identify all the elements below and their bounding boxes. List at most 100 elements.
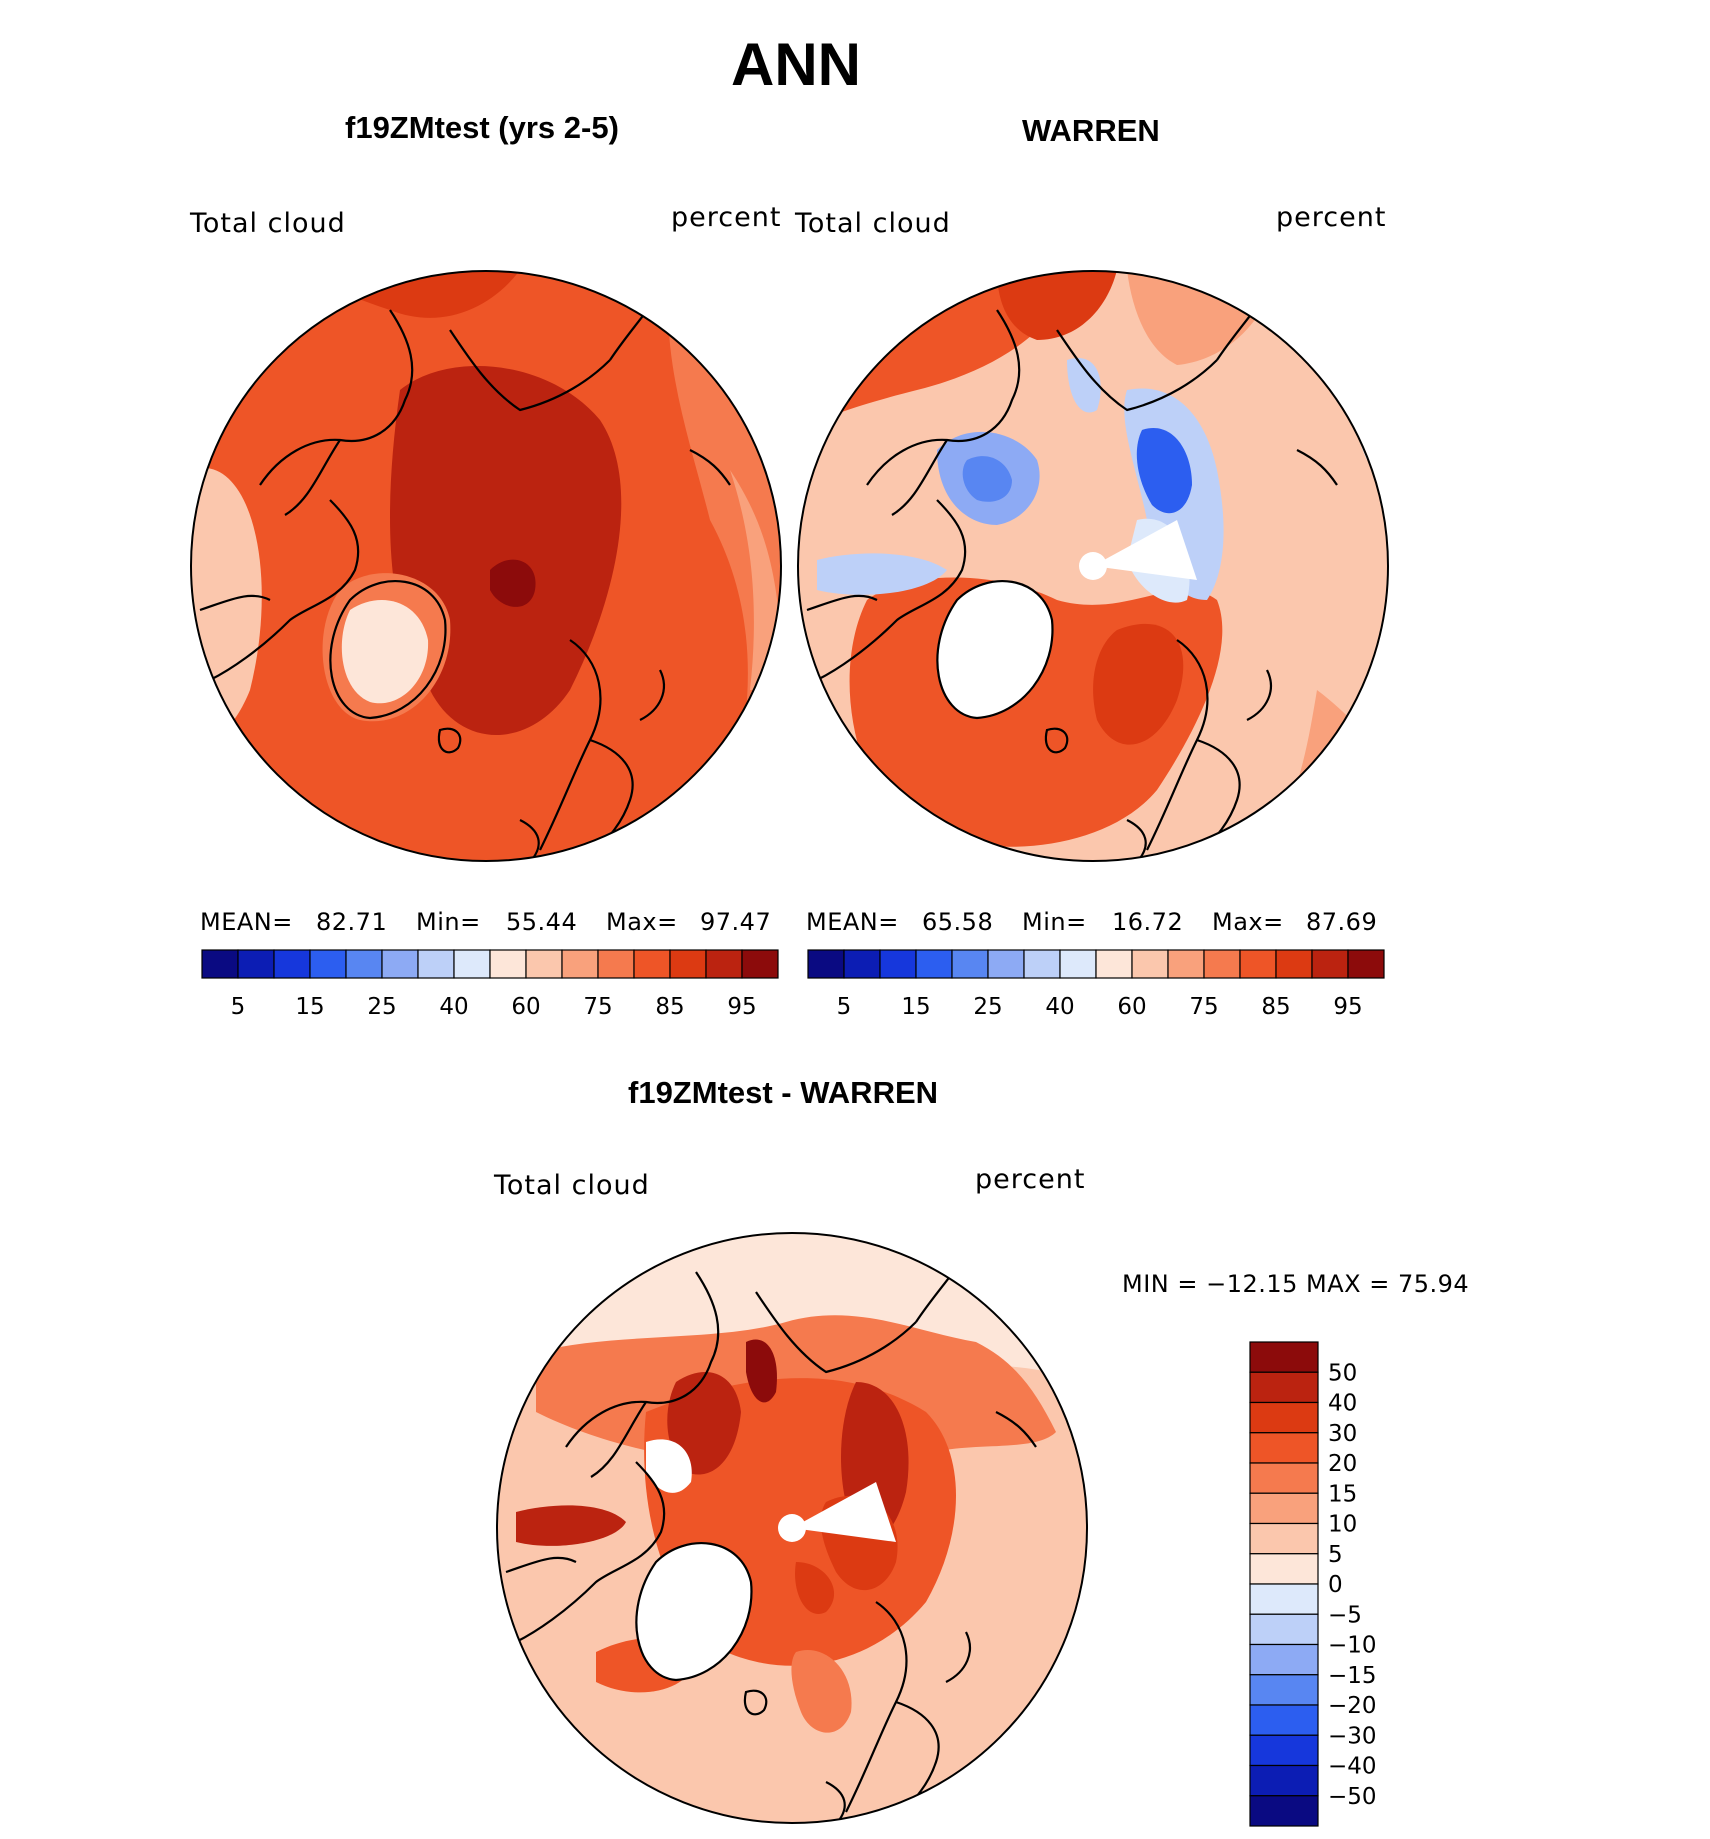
right-colorbar-swatch xyxy=(1095,949,1133,979)
difference-colorbar-tick-label: −30 xyxy=(1328,1723,1377,1749)
right-variable-label: Total cloud xyxy=(795,208,951,239)
right-colorbar: 5 15 25 40 60 75 85 95 xyxy=(807,949,1385,1020)
left-colorbar-tick-label: 60 xyxy=(511,994,540,1020)
right-colorbar-swatch xyxy=(987,949,1025,979)
right-colorbar-swatch xyxy=(1311,949,1349,979)
right-colorbar-tick-label: 5 xyxy=(837,994,852,1020)
right-colorbar-swatch xyxy=(1203,949,1241,979)
right-colorbar-swatch xyxy=(1059,949,1097,979)
left-colorbar-swatch xyxy=(237,949,275,979)
left-max-value: 97.47 xyxy=(700,908,772,936)
difference-colorbar-tick-label: −50 xyxy=(1328,1784,1377,1810)
left-colorbar-tick-label: 25 xyxy=(367,994,396,1020)
difference-colorbar-swatch xyxy=(1249,1643,1319,1676)
difference-colorbar-tick-label: −15 xyxy=(1328,1663,1377,1689)
right-colorbar-swatch xyxy=(951,949,989,979)
left-colorbar-swatch xyxy=(309,949,347,979)
difference-colorbar-swatch xyxy=(1249,1553,1319,1585)
difference-colorbar-tick-label: 10 xyxy=(1328,1512,1357,1538)
right-colorbar-tick-label: 85 xyxy=(1261,994,1290,1020)
left-colorbar-tick-label: 40 xyxy=(439,994,468,1020)
difference-colorbar-tick-label: 5 xyxy=(1328,1542,1343,1568)
left-colorbar-swatch xyxy=(453,949,491,979)
left-panel-title: f19ZMtest (yrs 2-5) xyxy=(345,110,619,145)
right-colorbar-swatch xyxy=(879,949,917,979)
difference-colorbar-tick-label: −20 xyxy=(1328,1693,1377,1719)
left-colorbar-tick-label: 5 xyxy=(231,994,246,1020)
diff-minmax-label: MIN = −12.15 MAX = 75.94 xyxy=(1122,1270,1470,1298)
right-colorbar-swatch xyxy=(1239,949,1277,979)
diff-variable-label: Total cloud xyxy=(494,1170,650,1201)
right-colorbar-swatch xyxy=(1275,949,1313,979)
left-colorbar-swatch xyxy=(597,949,635,979)
right-colorbar-tick-label: 40 xyxy=(1045,994,1074,1020)
right-colorbar-swatch xyxy=(1131,949,1169,979)
difference-colorbar-tick-label: 0 xyxy=(1328,1572,1343,1598)
left-colorbar-tick-label: 75 xyxy=(583,994,612,1020)
right-mean-label: MEAN= xyxy=(806,908,899,936)
diff-units-label: percent xyxy=(975,1164,1086,1195)
left-colorbar-swatch xyxy=(381,949,419,979)
left-colorbar-swatch xyxy=(273,949,311,979)
left-colorbar: 5 15 25 40 60 75 85 95 xyxy=(201,949,779,1020)
main-title: ANN xyxy=(731,31,861,98)
left-colorbar-swatch xyxy=(417,949,455,979)
left-colorbar-swatch xyxy=(741,949,779,979)
difference-colorbar-tick-label: 15 xyxy=(1328,1481,1357,1507)
right-mean-value: 65.58 xyxy=(922,908,994,936)
right-colorbar-tick-label: 25 xyxy=(973,994,1002,1020)
right-panel-title: WARREN xyxy=(1022,113,1160,148)
difference-colorbar-swatch xyxy=(1249,1492,1319,1525)
difference-colorbar-swatch xyxy=(1249,1764,1319,1797)
difference-colorbar-tick-label: −10 xyxy=(1328,1633,1377,1659)
difference-colorbar-swatch xyxy=(1249,1583,1319,1615)
difference-colorbar-swatch xyxy=(1249,1704,1319,1736)
difference-colorbar-tick-label: 40 xyxy=(1328,1391,1357,1417)
difference-colorbar-swatch xyxy=(1249,1734,1319,1767)
right-max-value: 87.69 xyxy=(1306,908,1378,936)
right-colorbar-swatch xyxy=(1023,949,1061,979)
difference-colorbar-tick-label: −40 xyxy=(1328,1754,1377,1780)
left-min-label: Min= xyxy=(416,908,481,936)
difference-colorbar-swatch xyxy=(1249,1522,1319,1555)
difference-colorbar-tick-label: 50 xyxy=(1328,1360,1357,1386)
right-colorbar-tick-label: 15 xyxy=(901,994,930,1020)
difference-colorbar-tick-label: 20 xyxy=(1328,1451,1357,1477)
left-polar-map xyxy=(190,270,782,862)
difference-colorbar-tick-label: −5 xyxy=(1328,1602,1362,1628)
left-colorbar-tick-label: 15 xyxy=(295,994,324,1020)
left-mean-value: 82.71 xyxy=(316,908,388,936)
left-colorbar-tick-label: 95 xyxy=(727,994,756,1020)
difference-colorbar-swatch xyxy=(1249,1371,1319,1404)
left-min-value: 55.44 xyxy=(506,908,578,936)
right-colorbar-tick-label: 75 xyxy=(1189,994,1218,1020)
left-colorbar-swatch xyxy=(489,949,527,979)
left-units-label: percent xyxy=(671,202,782,233)
right-colorbar-swatch xyxy=(915,949,953,979)
right-min-value: 16.72 xyxy=(1112,908,1184,936)
left-max-label: Max= xyxy=(606,908,678,936)
right-units-label: percent xyxy=(1276,202,1387,233)
left-colorbar-swatch xyxy=(705,949,743,979)
left-colorbar-swatch xyxy=(525,949,563,979)
right-max-label: Max= xyxy=(1212,908,1284,936)
left-colorbar-swatch xyxy=(633,949,671,979)
left-variable-label: Total cloud xyxy=(190,208,346,239)
right-polar-map xyxy=(797,270,1389,862)
right-min-label: Min= xyxy=(1022,908,1087,936)
right-colorbar-swatch xyxy=(1347,949,1385,979)
difference-colorbar-swatch xyxy=(1249,1613,1319,1646)
right-colorbar-swatch xyxy=(807,949,845,979)
difference-polar-map xyxy=(496,1232,1088,1824)
difference-colorbar-swatch xyxy=(1249,1674,1319,1706)
left-mean-label: MEAN= xyxy=(200,908,293,936)
left-colorbar-tick-label: 85 xyxy=(655,994,684,1020)
diff-panel-title: f19ZMtest - WARREN xyxy=(628,1075,939,1110)
left-colorbar-swatch xyxy=(561,949,599,979)
right-colorbar-tick-label: 95 xyxy=(1333,994,1362,1020)
left-colorbar-swatch xyxy=(345,949,383,979)
difference-colorbar-swatch xyxy=(1249,1462,1319,1494)
right-colorbar-swatch xyxy=(843,949,881,979)
difference-colorbar-swatch xyxy=(1249,1795,1319,1827)
